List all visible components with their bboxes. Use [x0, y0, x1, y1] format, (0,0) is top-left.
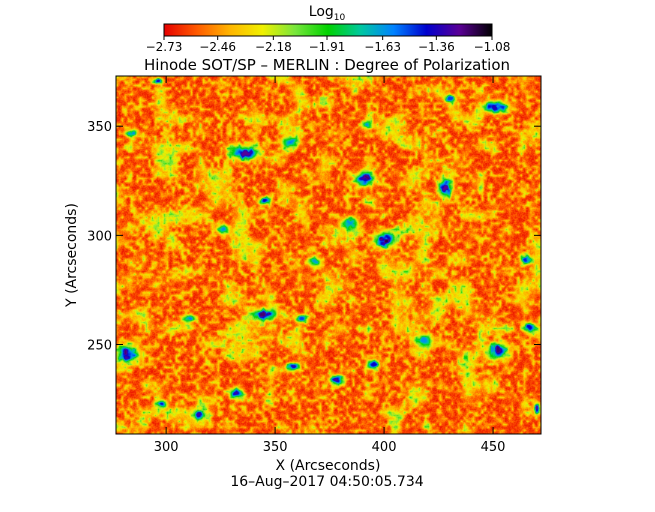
- colorbar-tick-label: −2.18: [255, 40, 292, 54]
- colorbar-tick-label: −2.73: [146, 40, 183, 54]
- chart-title: Hinode SOT/SP – MERLIN : Degree of Polar…: [144, 56, 510, 74]
- colorbar-gradient: [163, 23, 493, 37]
- colorbar: Log10 −2.73 −2.46 −2.18 −1.91 −1.63 −1.36 −1.0…: [146, 4, 511, 54]
- x-tick-label: 400: [372, 440, 397, 455]
- x-tick-label: 300: [154, 440, 179, 455]
- observation-timestamp: 16–Aug–2017 04:50:05.734: [230, 474, 423, 490]
- colorbar-tick-label: −1.63: [364, 40, 401, 54]
- y-axis: 250 300 350: [87, 120, 541, 354]
- colorbar-tick-label: −1.36: [418, 40, 455, 54]
- y-tick-label: 300: [87, 229, 112, 244]
- y-tick-label: 250: [87, 339, 112, 354]
- x-tick-label: 350: [263, 440, 288, 455]
- x-axis-label: X (Arcseconds): [276, 458, 381, 474]
- x-tick-label: 450: [481, 440, 506, 455]
- plot-area: 300 350 400 450 250 300 350: [87, 75, 542, 455]
- colorbar-tick-label: −1.08: [474, 40, 511, 54]
- y-tick-label: 350: [87, 120, 112, 135]
- colorbar-tick-label: −2.46: [199, 40, 236, 54]
- colorbar-tick-label: −1.91: [309, 40, 346, 54]
- polarization-heatmap: [116, 76, 541, 434]
- colorbar-ticks: −2.73 −2.46 −2.18 −1.91 −1.63 −1.36 −1.08: [146, 36, 511, 54]
- y-axis-label: Y (Arcseconds): [64, 203, 80, 308]
- colorbar-label: Log10: [309, 4, 346, 23]
- x-axis: 300 350 400 450: [154, 76, 506, 455]
- plot-frame: [115, 75, 542, 435]
